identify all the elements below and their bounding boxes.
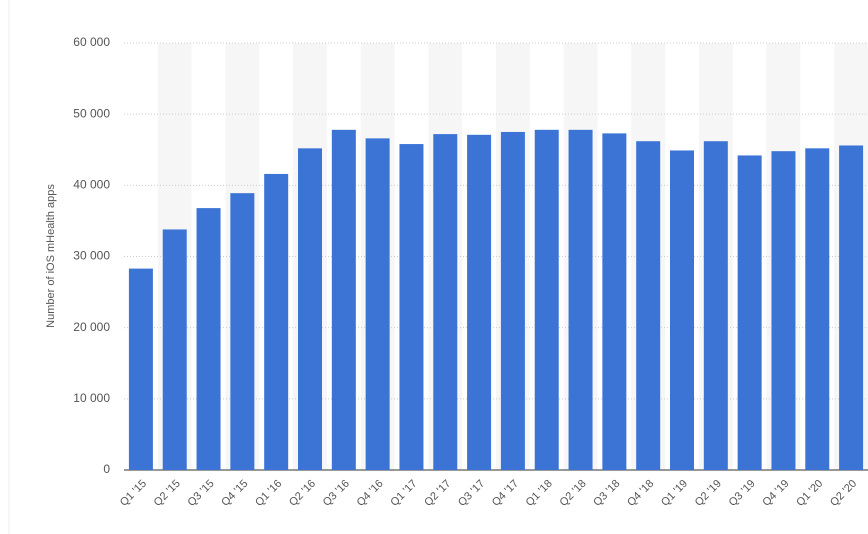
bar xyxy=(264,173,289,471)
x-tick-label: Q1 '19 xyxy=(659,478,690,509)
bar xyxy=(128,268,153,470)
x-tick-label: Q4 '16 xyxy=(355,478,386,509)
bar xyxy=(433,134,458,471)
x-tick-label: Q2 '17 xyxy=(422,478,453,509)
bar xyxy=(839,145,864,471)
x-tick-label: Q4 '18 xyxy=(625,478,656,509)
x-tick-label: Q1 '15 xyxy=(118,478,149,509)
x-tick-label: Q4 '15 xyxy=(219,478,250,509)
y-tick-label: 10 000 xyxy=(73,391,110,405)
bar xyxy=(703,141,728,470)
bar xyxy=(670,150,694,470)
bar xyxy=(365,138,390,470)
x-tick-label: Q4 '19 xyxy=(760,478,791,509)
bar xyxy=(331,129,356,470)
bar xyxy=(500,131,525,471)
x-tick-label: Q3 '18 xyxy=(591,478,622,509)
y-tick-label: 50 000 xyxy=(73,106,110,120)
x-tick-label: Q3 '16 xyxy=(321,478,352,509)
x-tick-label: Q3 '17 xyxy=(456,478,487,509)
x-tick-label: Q2 '19 xyxy=(693,478,724,509)
x-tick-label: Q2 '16 xyxy=(287,478,318,509)
bar xyxy=(230,193,255,470)
y-tick-label: 30 000 xyxy=(73,249,110,263)
bar xyxy=(771,151,796,470)
bar xyxy=(534,129,559,470)
bar xyxy=(162,229,187,470)
y-tick-label: 40 000 xyxy=(73,178,110,192)
x-tick-label: Q1 '17 xyxy=(388,478,419,509)
x-tick-label: Q3 '15 xyxy=(185,478,216,509)
bar xyxy=(196,208,221,470)
bar xyxy=(399,144,424,470)
y-tick-label: 20 000 xyxy=(73,320,110,334)
bar xyxy=(467,134,492,470)
x-tick-label: Q2 '18 xyxy=(557,478,588,509)
bar xyxy=(636,141,661,470)
x-tick-label: Q2 '15 xyxy=(152,478,183,509)
y-axis-label: Number of iOS mHealth apps xyxy=(45,184,57,328)
x-tick-label: Q4 '17 xyxy=(490,478,521,509)
x-tick-label: Q3 '19 xyxy=(727,478,758,509)
x-tick-label: Q1 '20 xyxy=(794,478,825,509)
x-tick-label: Q2 '20 xyxy=(828,478,859,509)
y-tick-label: 60 000 xyxy=(73,35,110,49)
x-tick-label: Q1 '16 xyxy=(253,478,284,509)
bar xyxy=(298,148,322,470)
bar xyxy=(602,133,627,471)
bar xyxy=(568,129,593,470)
bar xyxy=(805,148,830,470)
y-tick-label: 0 xyxy=(103,462,110,476)
x-tick-label: Q1 '18 xyxy=(524,478,555,509)
bar xyxy=(737,155,762,470)
